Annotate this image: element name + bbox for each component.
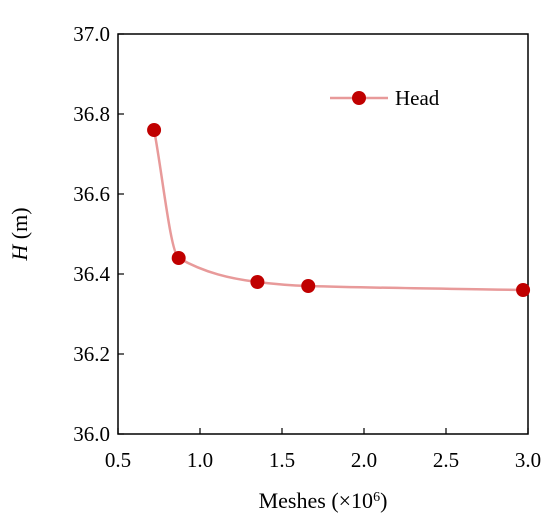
plot-frame	[117, 33, 529, 435]
x-tick-label: 2.0	[351, 448, 377, 472]
x-axis-title: Meshes (×106)	[259, 488, 388, 513]
y-tick-label: 36.0	[73, 422, 110, 446]
x-tick-label: 0.5	[105, 448, 131, 472]
y-tick-label: 37.0	[73, 22, 110, 46]
data-point	[171, 251, 186, 265]
data-point	[301, 279, 316, 293]
legend-marker	[352, 91, 366, 105]
y-tick-label: 36.6	[73, 182, 110, 206]
data-point	[516, 283, 531, 297]
series-line	[152, 129, 524, 292]
x-tick-label: 1.0	[187, 448, 213, 472]
data-point	[250, 275, 265, 289]
legend-label: Head	[395, 86, 440, 110]
y-tick-label: 36.8	[73, 102, 110, 126]
x-tick-label: 2.5	[433, 448, 459, 472]
y-tick-label: 36.4	[73, 262, 110, 286]
x-tick-label: 3.0	[515, 448, 541, 472]
x-tick-label: 1.5	[269, 448, 295, 472]
y-axis-title: H (m)	[7, 207, 32, 261]
data-point	[147, 123, 162, 137]
y-tick-label: 36.2	[73, 342, 110, 366]
